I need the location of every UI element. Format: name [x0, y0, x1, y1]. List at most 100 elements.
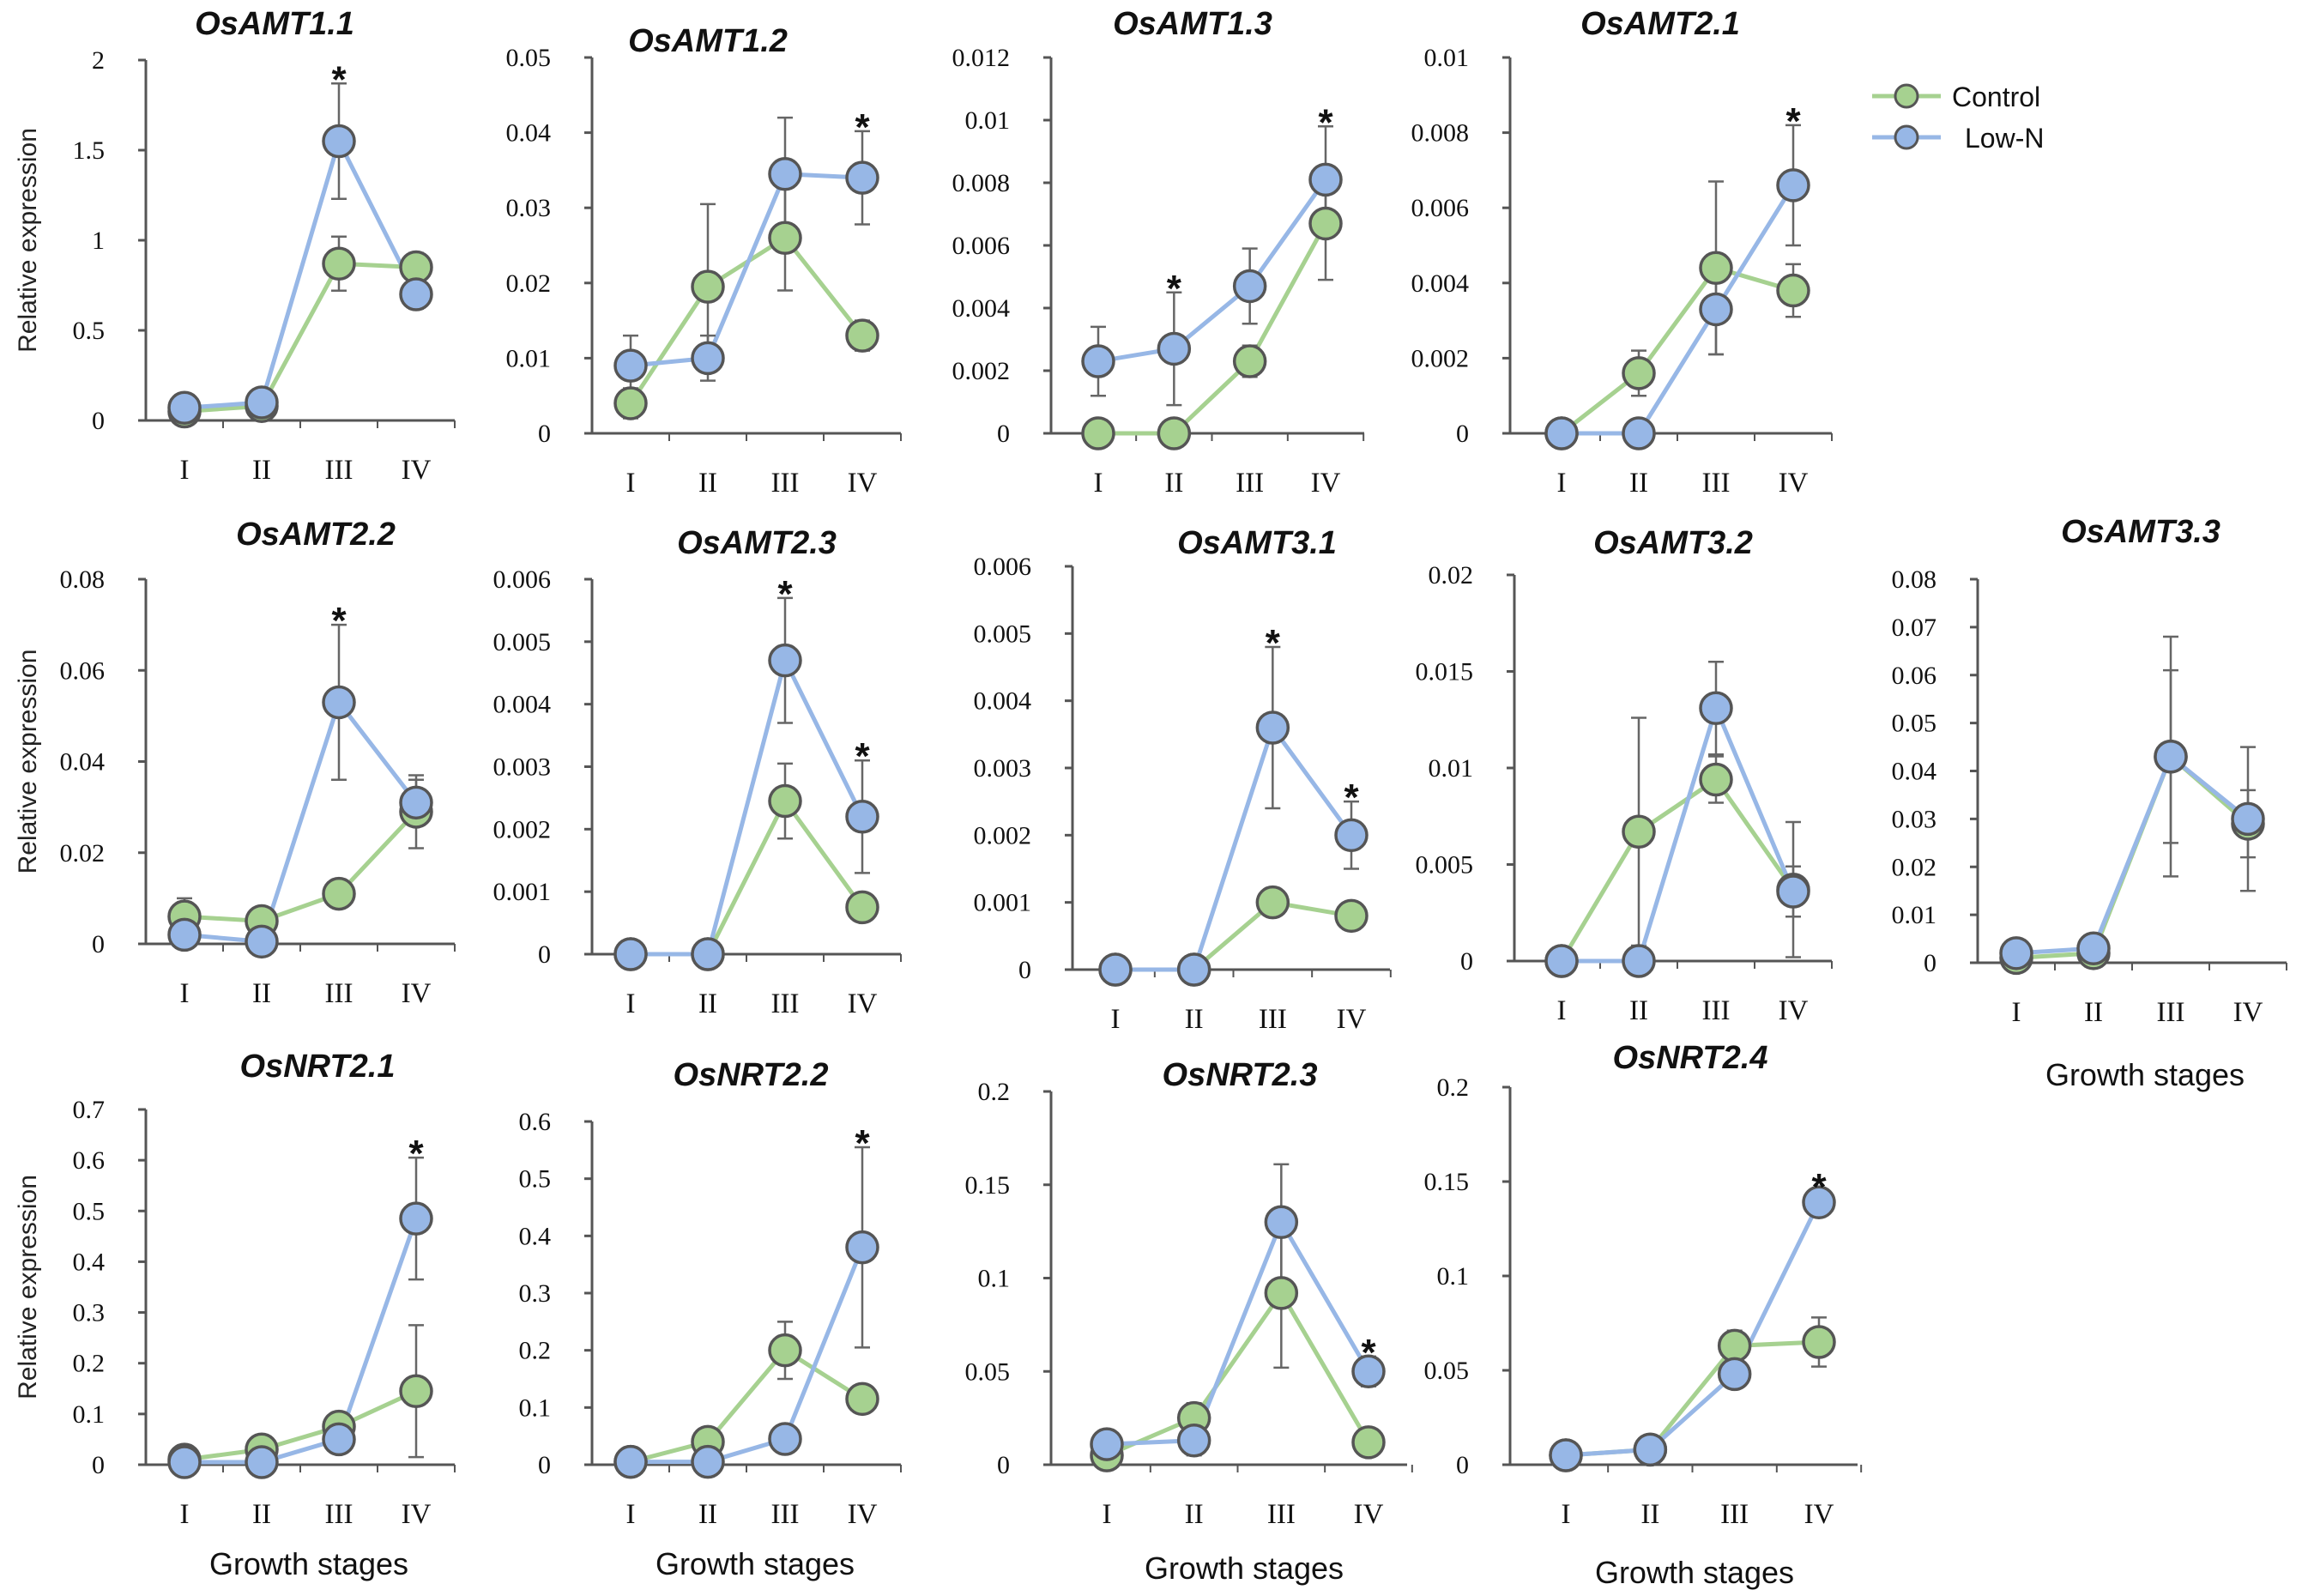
control-data-point	[1264, 1276, 1299, 1310]
control-series-line	[630, 1348, 864, 1465]
y-tick-label: 0.7	[73, 1096, 106, 1124]
lown-data-point	[1264, 1205, 1299, 1239]
panel-title: OsNRT2.4	[1613, 1040, 1768, 1076]
y-tick-label: 0	[538, 420, 551, 448]
lown-data-point	[691, 937, 725, 971]
lown-data-point	[1776, 874, 1810, 909]
lown-data-point	[845, 160, 879, 195]
y-tick-label: 0.05	[965, 1357, 1011, 1386]
lown-data-point	[1622, 944, 1656, 978]
lown-data-point	[1699, 292, 1733, 327]
y-tick-label: 0.05	[506, 44, 552, 72]
y-tick-label: 0.1	[978, 1265, 1011, 1293]
control-data-point	[768, 1333, 802, 1368]
lown-data-point	[1081, 344, 1115, 378]
y-tick-label: 0.07	[1892, 614, 1937, 642]
y-axis-label: Relative expression	[14, 1175, 42, 1400]
lown-series-line	[184, 139, 419, 410]
x-tick-label: I	[626, 468, 636, 499]
y-tick-label: 0.005	[1416, 851, 1474, 880]
x-tick-label: I	[626, 1499, 636, 1530]
significance-star: *	[855, 1122, 870, 1164]
x-tick-label: II	[2084, 997, 2103, 1028]
y-tick-label: 0.005	[493, 628, 552, 656]
y-tick-label: 0.001	[493, 878, 552, 906]
x-axis-label: Growth stages	[2045, 1057, 2245, 1092]
lown-data-point	[1090, 1427, 1124, 1461]
y-tick-label: 0.008	[1411, 119, 1470, 148]
x-tick-label: I	[1094, 468, 1103, 499]
lown-series-line	[1562, 184, 1796, 436]
y-tick-label: 0.02	[1429, 561, 1474, 589]
x-tick-label: I	[180, 1499, 190, 1530]
significance-star: *	[1266, 622, 1281, 664]
x-tick-label: II	[698, 1499, 717, 1530]
lown-data-point	[1098, 952, 1133, 987]
control-data-point	[1334, 898, 1369, 934]
control-series-line	[1560, 265, 1794, 435]
lown-data-point	[845, 1230, 879, 1265]
y-tick-label: 0.02	[506, 269, 552, 298]
x-tick-label: III	[1702, 468, 1731, 499]
x-axis-label: Growth stages	[656, 1546, 855, 1581]
panel-title: OsAMT3.1	[1177, 525, 1337, 561]
x-tick-label: IV	[2233, 997, 2263, 1028]
y-tick-label: 0.003	[974, 754, 1032, 783]
y-tick-label: 0.15	[1424, 1168, 1470, 1196]
x-tick-label: IV	[402, 455, 432, 486]
significance-star: *	[331, 58, 347, 100]
y-tick-label: 0.3	[73, 1299, 106, 1327]
x-tick-label: I	[1557, 468, 1567, 499]
x-tick-label: III	[771, 468, 800, 499]
y-tick-label: 0.6	[519, 1108, 552, 1136]
control-data-point	[1802, 1325, 1836, 1359]
y-axis-label: Relative expression	[14, 128, 42, 353]
lown-data-point	[1549, 1438, 1583, 1472]
lown-data-point	[768, 157, 802, 191]
x-tick-label: III	[1259, 1004, 1287, 1035]
legend-control-label: Control	[1952, 82, 2040, 112]
x-tick-label: II	[698, 988, 717, 1019]
y-tick-label: 0.01	[506, 344, 552, 372]
lown-data-point	[1255, 710, 1290, 745]
y-tick-label: 0.03	[506, 194, 552, 222]
x-tick-label: IV	[1779, 995, 1809, 1026]
y-tick-label: 0.001	[974, 889, 1032, 917]
y-tick-label: 2	[92, 46, 105, 75]
significance-star: *	[777, 573, 793, 615]
panel-title: OsNRT2.1	[240, 1049, 396, 1085]
panel-title: OsAMT1.2	[628, 23, 788, 59]
y-tick-label: 0	[1456, 1451, 1469, 1479]
y-tick-label: 0.002	[1411, 344, 1470, 372]
chart-panel: OsAMT2.200.020.040.060.08I II III IVRelativ…	[14, 517, 456, 1009]
lown-data-point	[245, 385, 279, 420]
y-tick-label: 0	[1456, 420, 1469, 448]
control-series-line	[1565, 1339, 1820, 1458]
lown-data-point	[1717, 1357, 1752, 1392]
control-data-point	[1232, 344, 1267, 378]
lown-data-point	[613, 1444, 648, 1479]
y-tick-label: 0.03	[1892, 805, 1937, 833]
lown-data-point	[1334, 818, 1369, 853]
y-tick-label: 0	[92, 930, 105, 958]
control-data-point	[1622, 356, 1656, 390]
x-tick-label: II	[1185, 1004, 1204, 1035]
y-tick-label: 0.06	[1892, 662, 1937, 690]
x-tick-label: I	[1557, 995, 1567, 1026]
y-axis-label: Relative expression	[14, 650, 42, 874]
significance-star: *	[1811, 1166, 1827, 1208]
control-data-point	[322, 246, 356, 281]
control-data-point	[845, 890, 879, 925]
x-tick-label: III	[325, 1499, 353, 1530]
lown-data-point	[1308, 162, 1343, 197]
lown-series-line	[630, 172, 863, 368]
lown-data-point	[1544, 944, 1579, 978]
y-tick-label: 0.012	[952, 44, 1011, 72]
y-tick-label: 0.002	[493, 815, 552, 843]
lown-data-point	[1157, 331, 1192, 366]
y-tick-label: 0.006	[974, 553, 1032, 581]
lown-data-point	[322, 1422, 356, 1457]
control-data-point	[768, 783, 802, 819]
